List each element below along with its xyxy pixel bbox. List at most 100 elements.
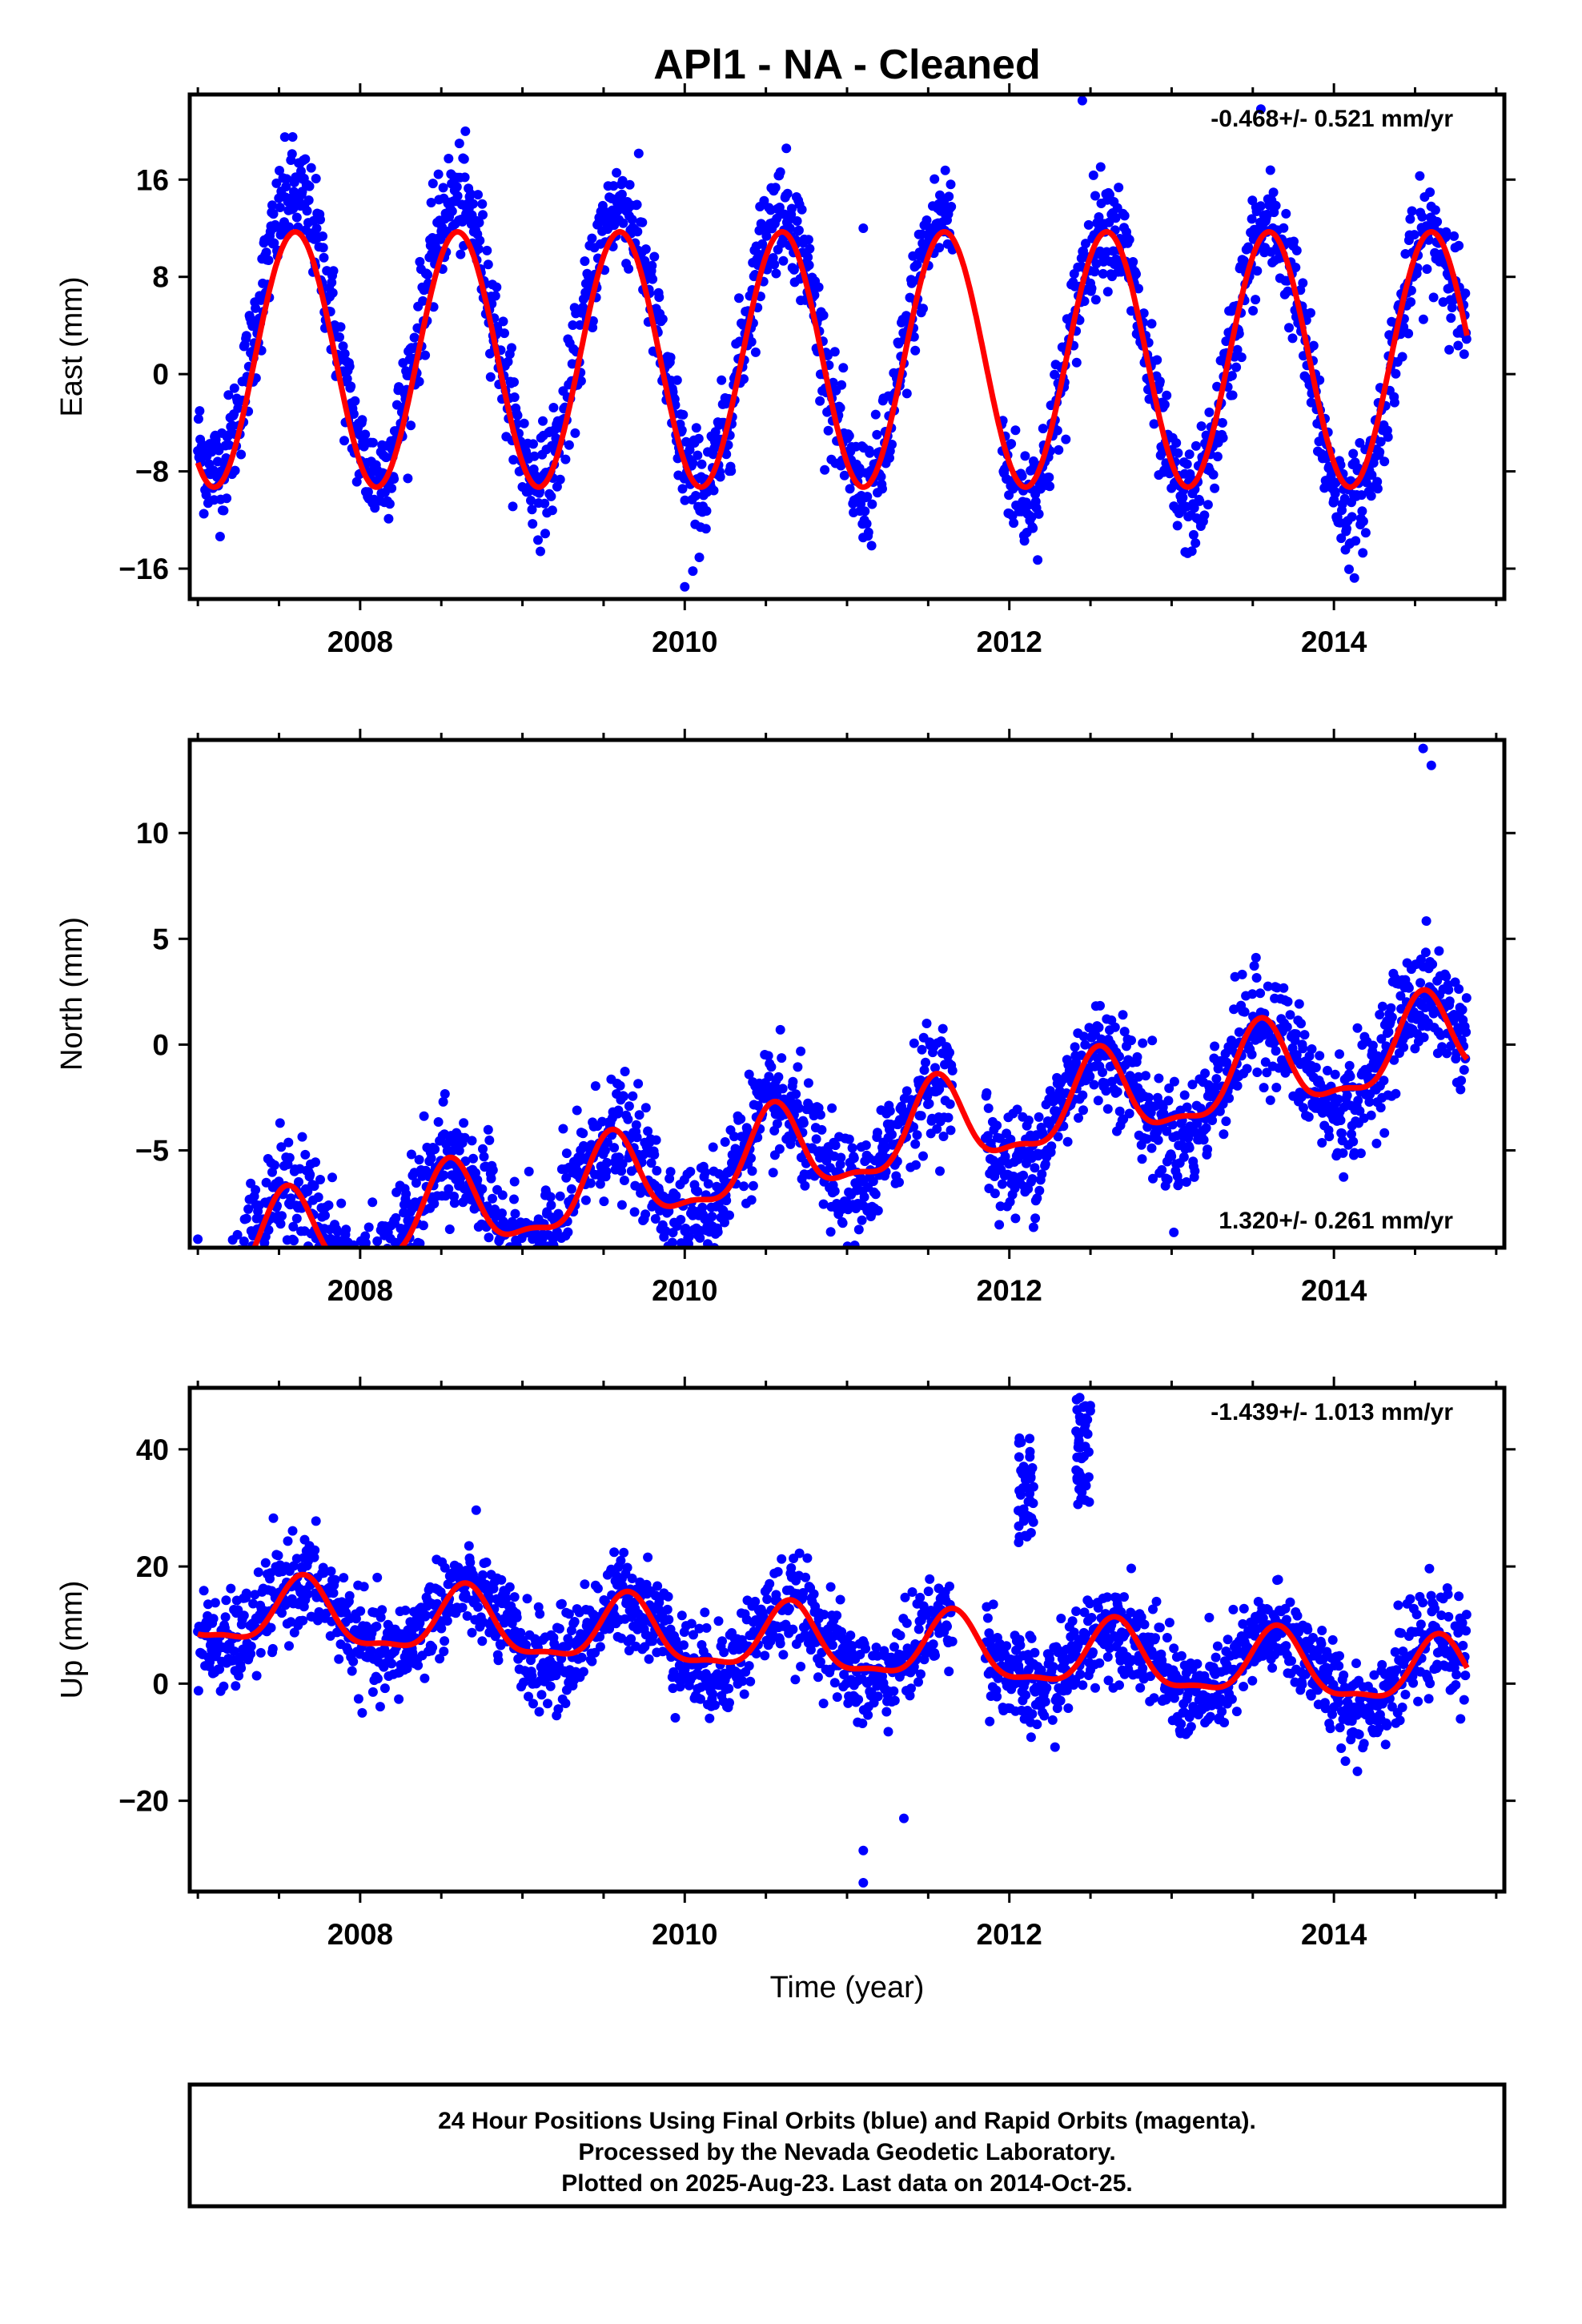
data-point <box>202 1317 211 1326</box>
data-point <box>284 222 294 232</box>
data-point <box>1348 1136 1359 1147</box>
data-point <box>228 1317 238 1327</box>
data-point <box>478 1570 488 1580</box>
data-point <box>286 1193 296 1204</box>
data-point <box>672 1253 681 1263</box>
data-point <box>327 287 338 298</box>
data-point <box>734 293 744 304</box>
data-point <box>693 1186 703 1196</box>
data-point <box>302 206 312 216</box>
x-tick-label: 2014 <box>1301 1274 1367 1307</box>
data-point <box>1124 235 1134 245</box>
data-point <box>1169 1076 1179 1087</box>
data-point <box>860 506 870 517</box>
data-point <box>1191 538 1201 549</box>
data-point <box>788 1076 798 1087</box>
model-line <box>251 987 1470 1248</box>
data-point <box>595 1631 605 1642</box>
data-point <box>1315 1051 1325 1061</box>
data-point <box>512 1313 521 1322</box>
data-point <box>634 1110 644 1120</box>
data-point <box>528 519 538 529</box>
data-point <box>1442 1048 1452 1059</box>
data-point <box>255 1265 265 1274</box>
data-point <box>519 1677 528 1687</box>
data-point <box>815 396 825 406</box>
data-point <box>1199 1135 1209 1145</box>
data-point <box>268 209 279 219</box>
y-tick-label: 0 <box>152 358 169 391</box>
data-point <box>1247 1049 1257 1059</box>
data-point <box>419 1111 429 1121</box>
data-point <box>602 1137 612 1148</box>
data-point <box>1044 472 1054 483</box>
data-point <box>677 425 687 436</box>
data-point <box>805 243 815 254</box>
data-point <box>319 252 329 263</box>
data-point <box>919 1065 930 1076</box>
data-point <box>196 1284 206 1293</box>
data-point <box>1291 263 1301 272</box>
data-point <box>1291 245 1302 255</box>
data-point <box>388 1255 398 1265</box>
data-point <box>507 1216 517 1227</box>
data-point <box>523 1250 532 1260</box>
data-point <box>1110 1022 1120 1032</box>
data-point <box>1091 259 1102 269</box>
data-point <box>223 1248 233 1258</box>
data-point <box>528 1699 538 1709</box>
data-point <box>1154 1073 1164 1084</box>
data-point <box>509 392 520 402</box>
data-point <box>1347 1129 1356 1140</box>
data-point <box>1375 447 1385 457</box>
data-point <box>912 259 922 270</box>
data-point <box>599 1196 609 1207</box>
data-point <box>916 1111 926 1121</box>
data-point <box>1364 1097 1375 1107</box>
data-point <box>613 1105 624 1116</box>
data-point <box>224 440 235 450</box>
data-point <box>483 1124 493 1135</box>
data-point <box>250 1590 260 1600</box>
data-point <box>551 1259 560 1269</box>
data-point <box>773 1072 784 1082</box>
data-point <box>246 1641 256 1651</box>
data-point <box>629 1207 640 1217</box>
data-point <box>640 244 651 255</box>
data-point <box>542 1208 552 1219</box>
data-point <box>624 1101 634 1112</box>
data-point <box>459 154 469 164</box>
data-point <box>945 1099 955 1109</box>
data-point <box>357 415 367 425</box>
data-point <box>1181 1177 1191 1187</box>
data-point <box>351 1614 361 1624</box>
data-point <box>223 1293 233 1302</box>
data-point <box>1265 165 1275 175</box>
data-point <box>1152 355 1162 365</box>
data-point <box>219 1681 229 1691</box>
y-tick-label: −16 <box>118 553 169 585</box>
data-point <box>1377 1001 1387 1011</box>
data-point <box>982 1088 992 1098</box>
data-point <box>1283 996 1293 1007</box>
data-point <box>935 1166 945 1176</box>
data-point <box>1357 506 1367 517</box>
data-point <box>230 465 240 476</box>
data-point <box>369 1258 379 1268</box>
data-point <box>560 1699 571 1708</box>
data-point <box>459 1118 469 1128</box>
data-point <box>212 1314 222 1324</box>
data-point <box>1239 255 1249 266</box>
data-point <box>587 233 597 243</box>
data-point <box>524 1691 533 1702</box>
data-point <box>753 1100 763 1111</box>
data-point <box>444 1184 454 1194</box>
data-point <box>739 1181 749 1192</box>
data-point <box>983 1103 994 1113</box>
data-point <box>1124 1108 1134 1119</box>
data-point <box>1028 1222 1038 1232</box>
data-point <box>862 492 873 502</box>
data-point <box>885 1106 895 1116</box>
data-point <box>235 1252 244 1261</box>
data-point <box>775 167 785 177</box>
